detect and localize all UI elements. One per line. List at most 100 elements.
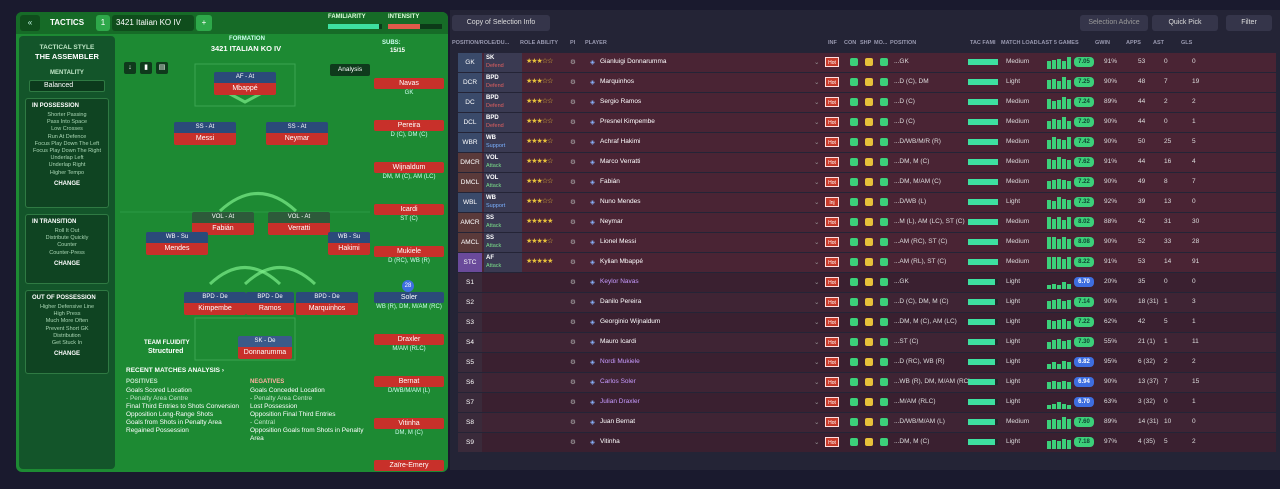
table-row[interactable]: S1 ⚙ ◈ Keylor Navas ⌄ Hot ...GK Light 6.70 20% 35 0…: [458, 273, 1276, 292]
table-row[interactable]: AMCR SS Attack ★★★★★ ⚙ ◈ Neymar ⌄ Hot ...M (L), A…: [458, 213, 1276, 232]
chevron-down-icon[interactable]: ⌄: [814, 119, 820, 126]
position-slot[interactable]: DCR: [458, 73, 482, 92]
player-slot-dcr[interactable]: BPD - De Marquinhos: [296, 292, 358, 316]
column-header[interactable]: LAST 5 GAMES: [1038, 40, 1079, 46]
player-name-link[interactable]: Vitinha: [600, 438, 620, 445]
role-select[interactable]: SS Attack: [484, 233, 522, 252]
formation-select[interactable]: 3421 ITALIAN KO IV: [210, 44, 282, 53]
pi-icon[interactable]: ⚙: [570, 379, 576, 386]
table-row[interactable]: DCR BPD Defend ★★★☆☆ ⚙ ◈ Marquinhos ⌄ Hot ...D (C…: [458, 73, 1276, 92]
position-slot[interactable]: WBR: [458, 133, 482, 152]
player-name-link[interactable]: Juan Bernat: [600, 418, 636, 425]
table-row[interactable]: WBR WB Support ★★★★☆ ⚙ ◈ Achraf Hakimi ⌄ Hot ...D…: [458, 133, 1276, 152]
pi-icon[interactable]: ⚙: [570, 399, 576, 406]
role-select[interactable]: VOL Attack: [484, 173, 522, 192]
selection-advice-button[interactable]: Selection Advice: [1080, 15, 1148, 31]
pi-icon[interactable]: ⚙: [570, 179, 576, 186]
chevron-down-icon[interactable]: ⌄: [814, 379, 820, 386]
tactic-name-select[interactable]: 3421 Italian KO IV: [112, 15, 194, 31]
table-row[interactable]: STC AF Attack ★★★★★ ⚙ ◈ Kylian Mbappé ⌄ Hot ...AM…: [458, 253, 1276, 272]
table-row[interactable]: DC BPD Defend ★★★☆☆ ⚙ ◈ Sergio Ramos ⌄ Hot ...D (…: [458, 93, 1276, 112]
position-slot[interactable]: DCL: [458, 113, 482, 132]
player-name-link[interactable]: Gianluigi Donnarumma: [600, 58, 667, 65]
player-name-link[interactable]: Keylor Navas: [600, 278, 639, 285]
table-row[interactable]: AMCL SS Attack ★★★★☆ ⚙ ◈ Lionel Messi ⌄ Hot ...AM…: [458, 233, 1276, 252]
chevron-down-icon[interactable]: ⌄: [814, 219, 820, 226]
column-header[interactable]: APPS: [1126, 40, 1141, 46]
clipboard-icon[interactable]: ▤: [156, 62, 168, 74]
player-name-link[interactable]: Marco Verratti: [600, 158, 641, 165]
player-name-link[interactable]: Lionel Messi: [600, 238, 637, 245]
column-header[interactable]: POSITION: [890, 40, 917, 46]
player-name-link[interactable]: Fabián: [600, 178, 620, 185]
chevron-down-icon[interactable]: ⌄: [814, 419, 820, 426]
stats-icon[interactable]: ▮: [140, 62, 152, 74]
player-name-link[interactable]: Mauro Icardi: [600, 338, 637, 345]
chevron-down-icon[interactable]: ⌄: [814, 359, 820, 366]
position-slot[interactable]: DMCL: [458, 173, 482, 192]
position-slot[interactable]: S4: [458, 333, 482, 352]
table-row[interactable]: S8 ⚙ ◈ Juan Bernat ⌄ Hot ...D/WB/M/AM (L) Mediu…: [458, 413, 1276, 432]
position-slot[interactable]: S3: [458, 313, 482, 332]
download-icon[interactable]: ↓: [124, 62, 136, 74]
position-slot[interactable]: WBL: [458, 193, 482, 212]
chevron-down-icon[interactable]: ⌄: [814, 139, 820, 146]
role-select[interactable]: BPD Defend: [484, 113, 522, 132]
position-slot[interactable]: GK: [458, 53, 482, 72]
player-slot-dcl[interactable]: BPD - De Kimpembe: [184, 292, 246, 316]
player-name-link[interactable]: Presnel Kimpembe: [600, 118, 655, 125]
column-header[interactable]: CON: [844, 40, 857, 46]
analysis-button[interactable]: Analysis: [330, 64, 370, 76]
chevron-down-icon[interactable]: ⌄: [814, 259, 820, 266]
player-slot-dmcr[interactable]: VOL - At Verratti: [268, 212, 330, 236]
role-select[interactable]: WB Support: [484, 133, 522, 152]
chevron-down-icon[interactable]: ⌄: [814, 79, 820, 86]
table-row[interactable]: S2 ⚙ ◈ Danilo Pereira ⌄ Hot ...D (C), DM, M (C…: [458, 293, 1276, 312]
pi-icon[interactable]: ⚙: [570, 159, 576, 166]
pi-icon[interactable]: ⚙: [570, 319, 576, 326]
sub-player[interactable]: Pereira D (C), DM (C): [374, 120, 444, 139]
pi-icon[interactable]: ⚙: [570, 79, 576, 86]
role-select[interactable]: SS Attack: [484, 213, 522, 232]
sub-player[interactable]: Bernat D/WB/M/AM (L): [374, 376, 444, 395]
position-slot[interactable]: DMCR: [458, 153, 482, 172]
player-slot-gk[interactable]: SK - De Donnarumma: [238, 336, 292, 360]
pi-icon[interactable]: ⚙: [570, 419, 576, 426]
player-slot-amcr[interactable]: SS - At Messi: [174, 122, 236, 146]
mentality-select[interactable]: Balanced: [29, 80, 105, 92]
in-possession-change-button[interactable]: CHANGE: [53, 180, 80, 187]
chevron-down-icon[interactable]: ⌄: [814, 179, 820, 186]
pi-icon[interactable]: ⚙: [570, 359, 576, 366]
role-select[interactable]: BPD Defend: [484, 73, 522, 92]
pi-icon[interactable]: ⚙: [570, 279, 576, 286]
role-select[interactable]: BPD Defend: [484, 93, 522, 112]
position-slot[interactable]: S2: [458, 293, 482, 312]
chevron-down-icon[interactable]: ⌄: [814, 399, 820, 406]
column-header[interactable]: PI: [570, 40, 576, 46]
out-of-possession-change-button[interactable]: CHANGE: [53, 351, 80, 358]
player-name-link[interactable]: Sergio Ramos: [600, 98, 642, 105]
position-slot[interactable]: AMCL: [458, 233, 482, 252]
table-row[interactable]: S6 ⚙ ◈ Carlos Soler ⌄ Hot ...WB (R), DM, M/AM …: [458, 373, 1276, 392]
sub-player[interactable]: Navas GK: [374, 78, 444, 97]
player-name-link[interactable]: Nuno Mendes: [600, 198, 641, 205]
table-row[interactable]: DCL BPD Defend ★★★☆☆ ⚙ ◈ Presnel Kimpembe ⌄ Hot.…: [458, 113, 1276, 132]
column-header[interactable]: TAC FAMI: [970, 40, 996, 46]
sub-player[interactable]: Vitinha DM, M (C): [374, 418, 444, 437]
chevron-down-icon[interactable]: ⌄: [814, 199, 820, 206]
player-name-link[interactable]: Danilo Pereira: [600, 298, 642, 305]
position-slot[interactable]: S9: [458, 433, 482, 452]
column-header[interactable]: AST: [1153, 40, 1164, 46]
sub-player[interactable]: Wijnaldum DM, M (C), AM (LC): [374, 162, 444, 181]
chevron-down-icon[interactable]: ⌄: [814, 339, 820, 346]
pi-icon[interactable]: ⚙: [570, 99, 576, 106]
in-transition-change-button[interactable]: CHANGE: [53, 260, 80, 267]
in-transition-box[interactable]: IN TRANSITION Roll It Out Distribute Qui…: [25, 214, 109, 284]
table-row[interactable]: DMCR VOL Attack ★★★★☆ ⚙ ◈ Marco Verratti ⌄ Hot..…: [458, 153, 1276, 172]
role-select[interactable]: VOL Attack: [484, 153, 522, 172]
chevron-down-icon[interactable]: ⌄: [814, 439, 820, 446]
chevron-down-icon[interactable]: ⌄: [814, 279, 820, 286]
sub-player[interactable]: Draxler M/AM (RLC): [374, 334, 444, 353]
chevron-down-icon[interactable]: ⌄: [814, 59, 820, 66]
tactic-slot[interactable]: 1: [96, 15, 110, 31]
